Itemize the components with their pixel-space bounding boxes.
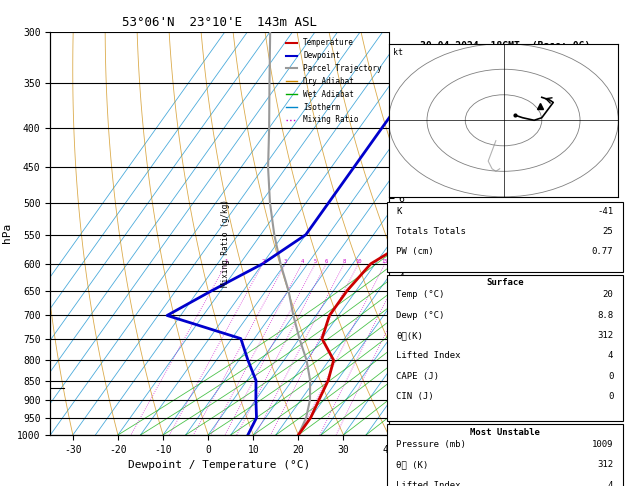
Title: 53°06'N  23°10'E  143m ASL: 53°06'N 23°10'E 143m ASL xyxy=(122,16,317,29)
Text: 20: 20 xyxy=(603,290,613,299)
Text: -41: -41 xyxy=(597,207,613,215)
Text: 15: 15 xyxy=(382,259,388,264)
Bar xyxy=(387,202,623,272)
Text: Lifted Index: Lifted Index xyxy=(396,481,461,486)
Text: Mixing Ratio (g/kg): Mixing Ratio (g/kg) xyxy=(221,199,230,287)
Text: 20: 20 xyxy=(401,259,408,264)
Text: 8: 8 xyxy=(342,259,346,264)
Text: θᴄ(K): θᴄ(K) xyxy=(396,331,423,340)
Text: 4: 4 xyxy=(608,351,613,361)
Text: 1009: 1009 xyxy=(592,440,613,449)
Text: Totals Totals: Totals Totals xyxy=(396,227,466,236)
Text: Lifted Index: Lifted Index xyxy=(396,351,461,361)
Text: 312: 312 xyxy=(597,460,613,469)
Text: 0.77: 0.77 xyxy=(592,247,613,256)
Text: LCL: LCL xyxy=(392,384,408,393)
Text: 3: 3 xyxy=(284,259,287,264)
Text: 4: 4 xyxy=(608,481,613,486)
Bar xyxy=(387,275,623,421)
Text: Surface: Surface xyxy=(486,278,523,287)
Text: 10: 10 xyxy=(355,259,362,264)
Text: CAPE (J): CAPE (J) xyxy=(396,372,439,381)
Text: 4: 4 xyxy=(300,259,304,264)
Text: θᴄ (K): θᴄ (K) xyxy=(396,460,428,469)
Text: 6: 6 xyxy=(325,259,328,264)
Y-axis label: km
ASL: km ASL xyxy=(415,233,432,255)
Text: 0: 0 xyxy=(608,372,613,381)
Text: Dewp (°C): Dewp (°C) xyxy=(396,311,445,320)
Text: 30.04.2024  18GMT  (Base: 06): 30.04.2024 18GMT (Base: 06) xyxy=(420,41,590,51)
Text: CIN (J): CIN (J) xyxy=(396,392,434,401)
Text: Most Unstable: Most Unstable xyxy=(470,428,540,436)
Text: 8.8: 8.8 xyxy=(597,311,613,320)
Y-axis label: hPa: hPa xyxy=(1,223,11,243)
Text: PW (cm): PW (cm) xyxy=(396,247,434,256)
Text: 25: 25 xyxy=(603,227,613,236)
Text: kt: kt xyxy=(393,48,403,57)
Bar xyxy=(387,424,623,486)
X-axis label: Dewpoint / Temperature (°C): Dewpoint / Temperature (°C) xyxy=(128,460,311,470)
Text: K: K xyxy=(396,207,402,215)
Text: 2: 2 xyxy=(261,259,264,264)
Legend: Temperature, Dewpoint, Parcel Trajectory, Dry Adiabat, Wet Adiabat, Isotherm, Mi: Temperature, Dewpoint, Parcel Trajectory… xyxy=(282,35,385,127)
Text: 0: 0 xyxy=(608,392,613,401)
Text: Pressure (mb): Pressure (mb) xyxy=(396,440,466,449)
Text: 5: 5 xyxy=(313,259,317,264)
Text: 1: 1 xyxy=(225,259,228,264)
Text: Temp (°C): Temp (°C) xyxy=(396,290,445,299)
Text: 312: 312 xyxy=(597,331,613,340)
